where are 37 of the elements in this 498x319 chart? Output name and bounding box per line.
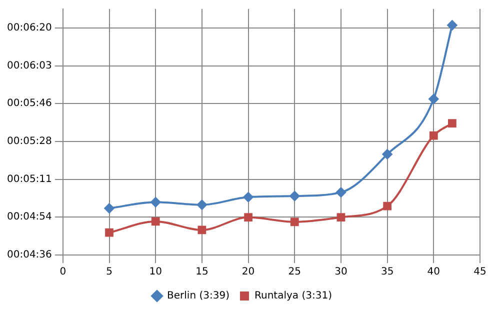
- y-tick-label: 00:04:36: [6, 250, 52, 261]
- point: [104, 203, 114, 214]
- x-tick-label: 20: [242, 266, 255, 278]
- point: [198, 226, 206, 234]
- point: [290, 191, 300, 202]
- x-tick-label: 10: [149, 266, 162, 278]
- point: [151, 217, 160, 226]
- y-tick-label: 00:06:03: [6, 60, 52, 72]
- point: [196, 200, 207, 210]
- y-tick-label: 00:05:11: [6, 174, 52, 185]
- point: [382, 149, 392, 160]
- point: [428, 94, 439, 104]
- point: [290, 218, 299, 226]
- y-tick-label: 00:05:28: [6, 136, 52, 148]
- legend-label: Runtalya (3:31): [254, 290, 332, 302]
- point: [244, 213, 252, 222]
- point: [243, 192, 254, 202]
- point: [105, 228, 114, 237]
- y-tick-label: 00:04:54: [6, 212, 52, 223]
- x-tick-label: 40: [427, 266, 440, 278]
- point: [448, 119, 456, 128]
- point: [447, 20, 458, 30]
- point: [429, 131, 438, 140]
- x-tick-label: 15: [196, 266, 208, 278]
- legend-label: Berlin (3:39): [167, 290, 230, 302]
- y-tick-label: 00:05:46: [6, 98, 52, 110]
- point: [336, 213, 346, 222]
- x-tick-label: 0: [60, 266, 66, 278]
- y-tick-label: 00:06:20: [6, 22, 52, 34]
- x-tick-label: 30: [334, 266, 348, 278]
- x-tick-label: 35: [380, 266, 394, 278]
- x-tick-label: 45: [474, 266, 486, 278]
- point: [150, 197, 161, 208]
- x-tick-label: 5: [106, 266, 112, 278]
- point: [383, 202, 392, 210]
- x-tick-label: 25: [288, 266, 301, 278]
- point: [336, 187, 346, 198]
